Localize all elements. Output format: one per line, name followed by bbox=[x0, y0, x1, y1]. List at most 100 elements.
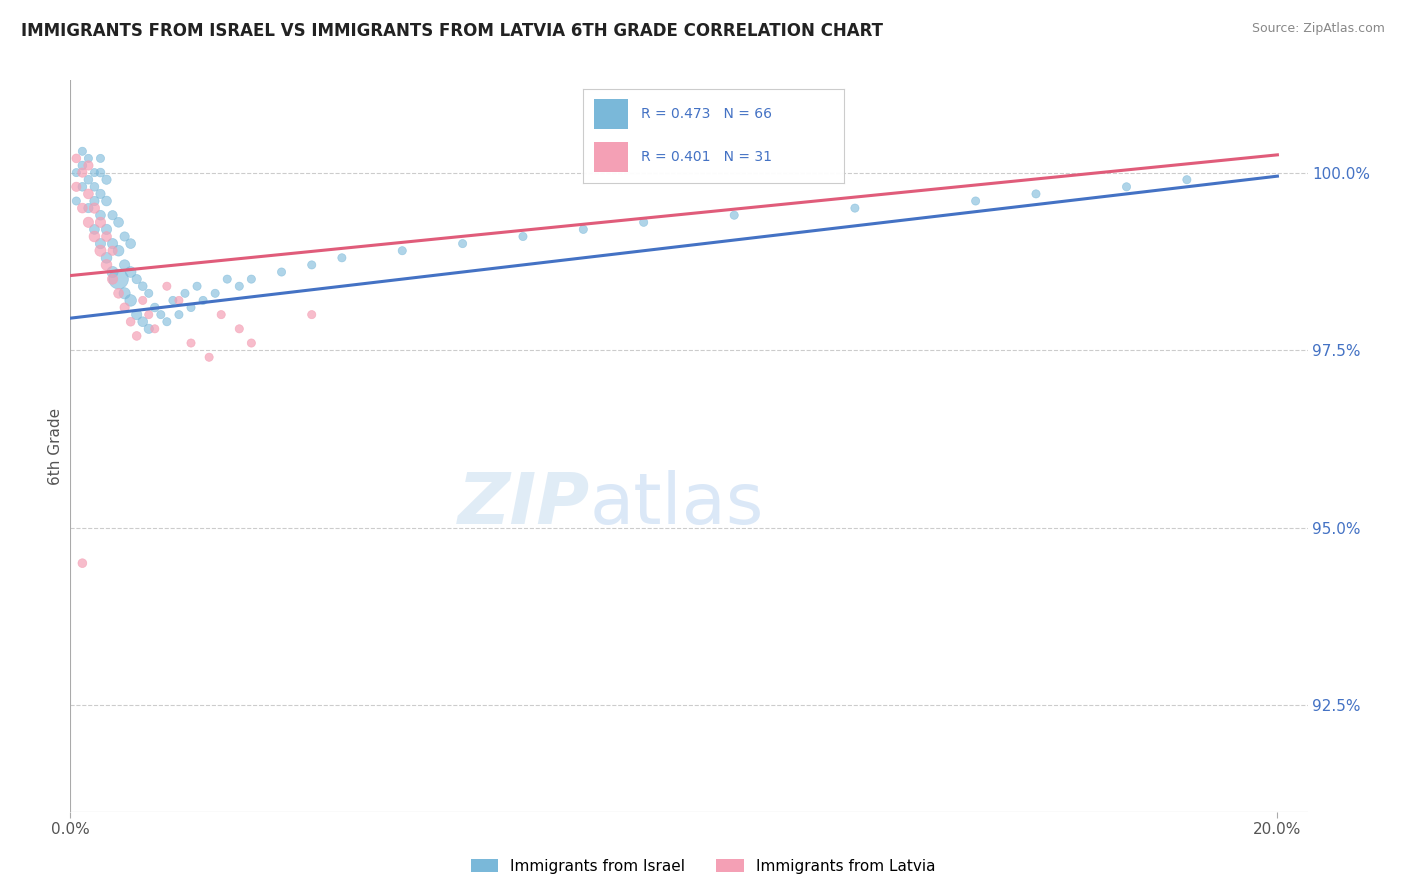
Text: Source: ZipAtlas.com: Source: ZipAtlas.com bbox=[1251, 22, 1385, 36]
Point bbox=[174, 286, 197, 301]
Point bbox=[83, 165, 105, 179]
Point bbox=[107, 272, 129, 286]
Point bbox=[89, 165, 111, 179]
Point bbox=[101, 208, 124, 222]
Point bbox=[156, 315, 179, 329]
Point bbox=[89, 152, 111, 166]
Point bbox=[77, 159, 100, 173]
Point bbox=[167, 308, 190, 322]
Point bbox=[89, 244, 111, 258]
Point bbox=[83, 222, 105, 236]
Legend: Immigrants from Israel, Immigrants from Latvia: Immigrants from Israel, Immigrants from … bbox=[464, 853, 942, 880]
Point bbox=[180, 336, 202, 351]
Point bbox=[1175, 172, 1198, 186]
Point bbox=[89, 236, 111, 251]
Point bbox=[101, 272, 124, 286]
Point bbox=[114, 258, 136, 272]
Point bbox=[723, 208, 745, 222]
Point bbox=[132, 279, 155, 293]
Point bbox=[96, 229, 118, 244]
Point bbox=[101, 244, 124, 258]
Point bbox=[138, 286, 160, 301]
Point bbox=[125, 272, 148, 286]
Point bbox=[633, 215, 655, 229]
Point bbox=[156, 279, 179, 293]
Point bbox=[89, 208, 111, 222]
Point bbox=[89, 215, 111, 229]
Point bbox=[1025, 186, 1047, 201]
Point bbox=[107, 215, 129, 229]
Point bbox=[83, 194, 105, 208]
Y-axis label: 6th Grade: 6th Grade bbox=[48, 408, 63, 484]
Point bbox=[512, 229, 534, 244]
Point bbox=[77, 186, 100, 201]
Point bbox=[89, 186, 111, 201]
Point bbox=[228, 322, 250, 336]
Point bbox=[96, 251, 118, 265]
Point bbox=[330, 251, 353, 265]
Point bbox=[65, 179, 87, 194]
Point bbox=[120, 265, 142, 279]
Point bbox=[114, 286, 136, 301]
Point bbox=[72, 165, 94, 179]
Point bbox=[138, 322, 160, 336]
Point bbox=[96, 258, 118, 272]
Point bbox=[72, 556, 94, 570]
Point bbox=[270, 265, 292, 279]
Point bbox=[965, 194, 987, 208]
Point bbox=[143, 301, 166, 315]
Point bbox=[209, 308, 232, 322]
Text: R = 0.401   N = 31: R = 0.401 N = 31 bbox=[641, 150, 772, 163]
Point bbox=[132, 315, 155, 329]
Point bbox=[83, 201, 105, 215]
Point bbox=[96, 194, 118, 208]
Point bbox=[72, 179, 94, 194]
Text: ZIP: ZIP bbox=[458, 470, 591, 539]
Text: IMMIGRANTS FROM ISRAEL VS IMMIGRANTS FROM LATVIA 6TH GRADE CORRELATION CHART: IMMIGRANTS FROM ISRAEL VS IMMIGRANTS FRO… bbox=[21, 22, 883, 40]
Point bbox=[83, 229, 105, 244]
Point bbox=[301, 258, 323, 272]
Point bbox=[125, 308, 148, 322]
Point bbox=[114, 301, 136, 315]
Point bbox=[101, 265, 124, 279]
Point bbox=[301, 308, 323, 322]
Point bbox=[120, 236, 142, 251]
Point bbox=[83, 179, 105, 194]
Point bbox=[186, 279, 208, 293]
Point bbox=[1115, 179, 1137, 194]
Point bbox=[120, 293, 142, 308]
Point bbox=[65, 152, 87, 166]
Point bbox=[204, 286, 226, 301]
Point bbox=[101, 236, 124, 251]
Point bbox=[217, 272, 239, 286]
Point bbox=[77, 201, 100, 215]
Point bbox=[96, 222, 118, 236]
Point bbox=[191, 293, 214, 308]
Point bbox=[72, 159, 94, 173]
Point bbox=[162, 293, 184, 308]
Point bbox=[72, 201, 94, 215]
Point bbox=[167, 293, 190, 308]
Point bbox=[391, 244, 413, 258]
Point bbox=[120, 315, 142, 329]
Text: R = 0.473   N = 66: R = 0.473 N = 66 bbox=[641, 106, 772, 120]
Point bbox=[844, 201, 866, 215]
Point bbox=[96, 172, 118, 186]
Text: atlas: atlas bbox=[591, 470, 765, 539]
Point bbox=[77, 152, 100, 166]
Point bbox=[125, 329, 148, 343]
Point bbox=[138, 308, 160, 322]
Point bbox=[240, 272, 263, 286]
Point bbox=[198, 350, 221, 364]
Bar bbox=[593, 98, 627, 128]
Point bbox=[65, 194, 87, 208]
Point bbox=[143, 322, 166, 336]
Point bbox=[451, 236, 474, 251]
Point bbox=[107, 286, 129, 301]
Point bbox=[77, 172, 100, 186]
Point bbox=[77, 215, 100, 229]
Point bbox=[149, 308, 172, 322]
Bar bbox=[593, 142, 627, 171]
Point bbox=[180, 301, 202, 315]
Point bbox=[240, 336, 263, 351]
